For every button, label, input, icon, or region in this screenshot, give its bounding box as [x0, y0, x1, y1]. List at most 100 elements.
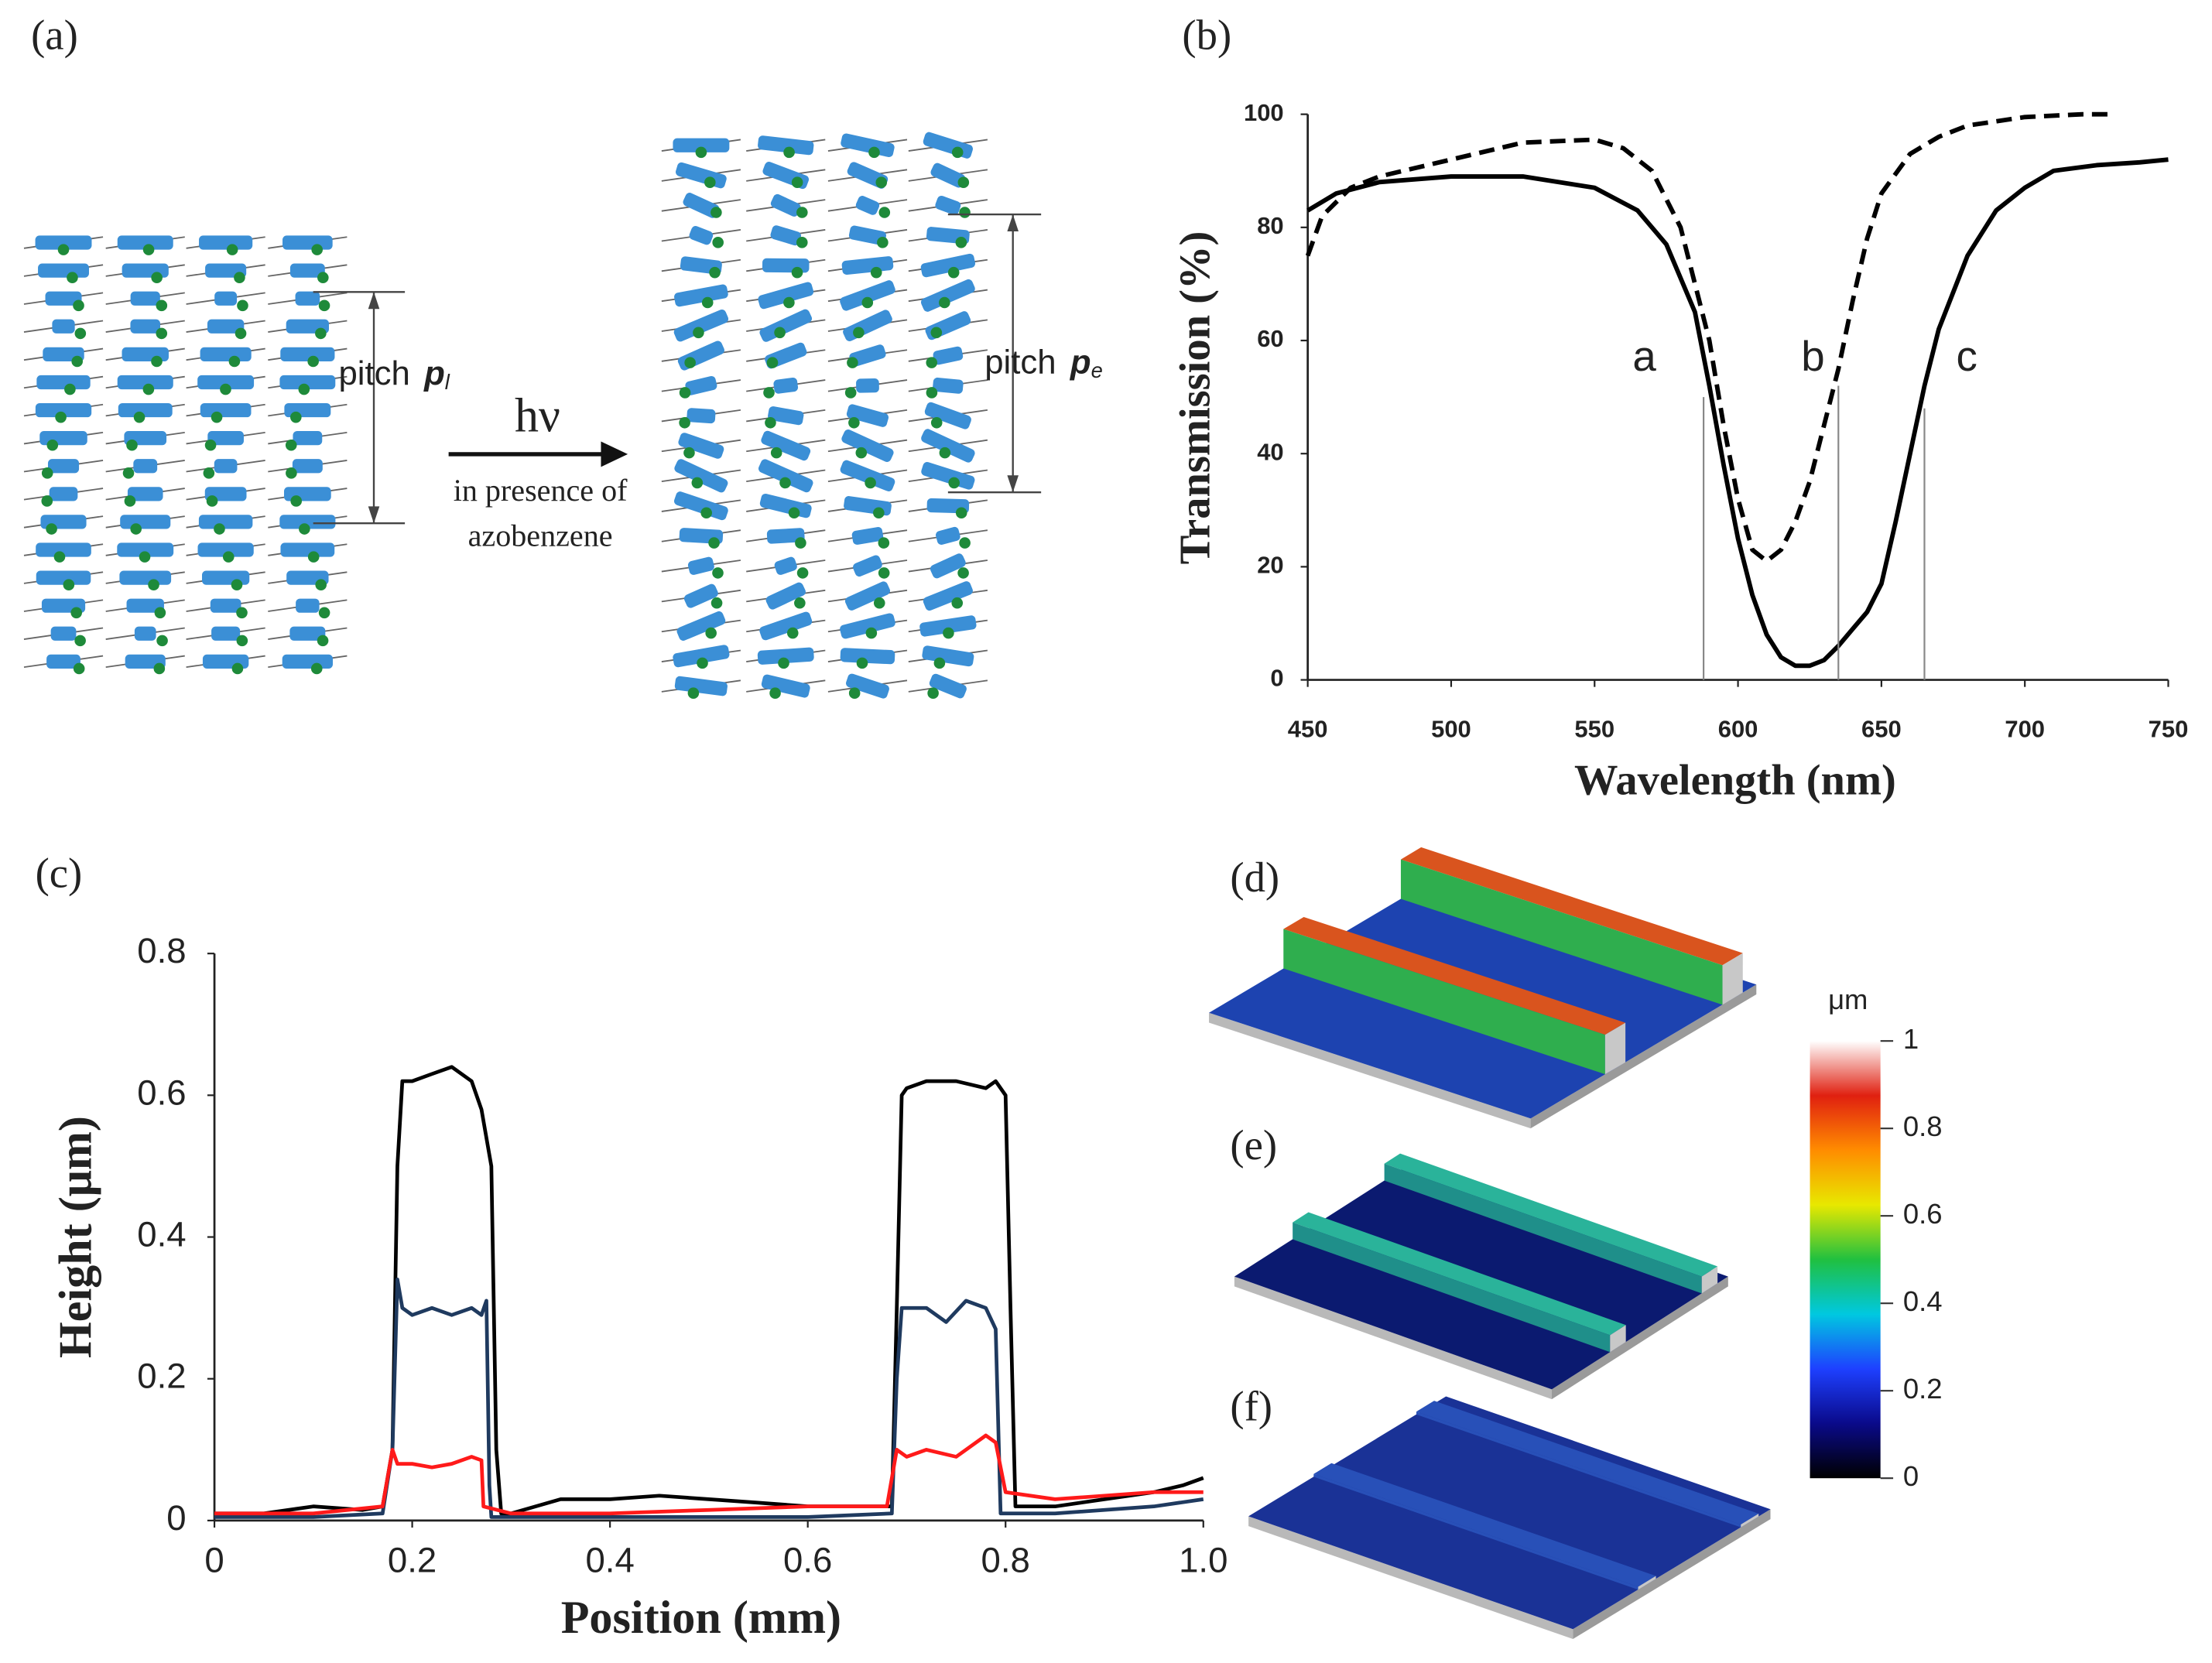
azo-dot — [705, 627, 717, 639]
mesogen — [36, 542, 91, 557]
ridge-top — [1313, 1463, 1656, 1587]
mesogen — [920, 253, 976, 278]
mesogen — [766, 528, 805, 544]
colorbar-tick-label: 1 — [1903, 1023, 1919, 1055]
mesogen — [200, 402, 252, 418]
azo-dot — [206, 495, 218, 507]
mesogen — [46, 654, 80, 669]
mesogen — [207, 431, 244, 446]
mesogen — [759, 611, 813, 641]
azo-dot — [926, 357, 938, 368]
pitch-label: pitch pe — [984, 343, 1103, 383]
azo-dot — [126, 439, 138, 451]
azo-dot — [865, 627, 878, 639]
mesogen — [757, 647, 814, 665]
ridge-top — [1384, 1153, 1718, 1277]
mesogen — [211, 626, 241, 641]
azo-dot — [46, 523, 57, 535]
mesogen — [844, 496, 892, 516]
mesogen — [683, 193, 720, 218]
mesogen — [293, 431, 323, 446]
y-tick-label: 0 — [1270, 665, 1283, 692]
mesogen — [35, 235, 92, 250]
azo-dot — [315, 327, 327, 340]
azo-dot — [70, 607, 82, 619]
azo-dot — [848, 416, 860, 429]
azo-dot — [687, 687, 700, 699]
azo-dot — [57, 244, 70, 255]
mesogen — [289, 626, 326, 641]
azo-dot — [151, 272, 163, 284]
azo-dot — [234, 272, 245, 284]
azo-dot — [679, 387, 691, 399]
x-tick-label: 750 — [2149, 715, 2189, 742]
mesogen — [851, 527, 884, 545]
mesogen — [39, 431, 87, 446]
mesogen — [282, 654, 333, 669]
azo-dot — [778, 657, 789, 669]
azo-dot — [71, 355, 83, 368]
azo-dot — [53, 551, 66, 563]
azo-dot — [794, 597, 806, 609]
azo-dot — [927, 687, 939, 699]
series-line — [214, 1278, 1204, 1519]
azo-dot — [154, 607, 166, 619]
mesogen — [36, 570, 91, 585]
mesogen — [207, 319, 245, 334]
ridge-end — [1722, 953, 1743, 1005]
azo-dot — [774, 327, 786, 339]
azo-dot — [947, 266, 960, 279]
azo-dot — [855, 447, 868, 459]
arrow-head — [601, 441, 628, 467]
azo-dot — [783, 296, 795, 309]
mesogen — [49, 487, 78, 501]
panel-label: (c) — [36, 849, 83, 896]
mesogen — [758, 282, 814, 310]
panel-label: (e) — [1230, 1121, 1277, 1169]
ridge-side — [1293, 1222, 1611, 1353]
arrow-label: hν — [515, 389, 560, 442]
x-tick-label: 0.4 — [585, 1541, 634, 1580]
mesogen — [921, 461, 975, 490]
mesogen — [197, 542, 254, 557]
mesogen — [930, 163, 966, 188]
azo-dot — [765, 416, 776, 429]
azo-dot — [853, 327, 865, 339]
azo-dot — [877, 237, 889, 248]
azo-dot — [844, 387, 857, 399]
mesogen — [758, 459, 813, 493]
surface-image: (d) — [1209, 847, 1757, 1129]
mesogen — [38, 263, 89, 278]
azo-dot — [290, 411, 302, 423]
mesogen — [673, 309, 729, 342]
marker-label: b — [1801, 332, 1824, 380]
pitch-subscript: e — [1091, 358, 1103, 382]
azo-dot — [856, 657, 868, 669]
mesogen — [933, 377, 964, 394]
mesogen — [856, 378, 879, 393]
azo-dot — [683, 447, 695, 459]
azo-dot — [684, 357, 696, 368]
mesogen — [770, 193, 801, 217]
mesogen — [198, 515, 253, 529]
azo-dot — [222, 551, 235, 563]
azo-dot — [235, 327, 247, 340]
mesogen — [677, 340, 724, 371]
mesogen — [674, 491, 728, 521]
azo-dot — [868, 146, 880, 159]
ridge-side — [1283, 929, 1605, 1075]
azo-dot — [236, 635, 248, 647]
azo-dot — [951, 146, 964, 159]
x-tick-label: 0.6 — [783, 1541, 832, 1580]
mesogen — [50, 626, 77, 641]
mesogen — [929, 673, 967, 699]
mesogen — [846, 404, 889, 427]
mesogen — [674, 284, 728, 307]
azo-dot — [959, 537, 971, 549]
mesogen — [202, 570, 250, 585]
azo-dot — [55, 411, 67, 423]
azo-dot — [770, 447, 782, 459]
azo-dot — [220, 383, 231, 395]
ridge-end — [1610, 1325, 1626, 1353]
azo-dot — [315, 579, 327, 590]
